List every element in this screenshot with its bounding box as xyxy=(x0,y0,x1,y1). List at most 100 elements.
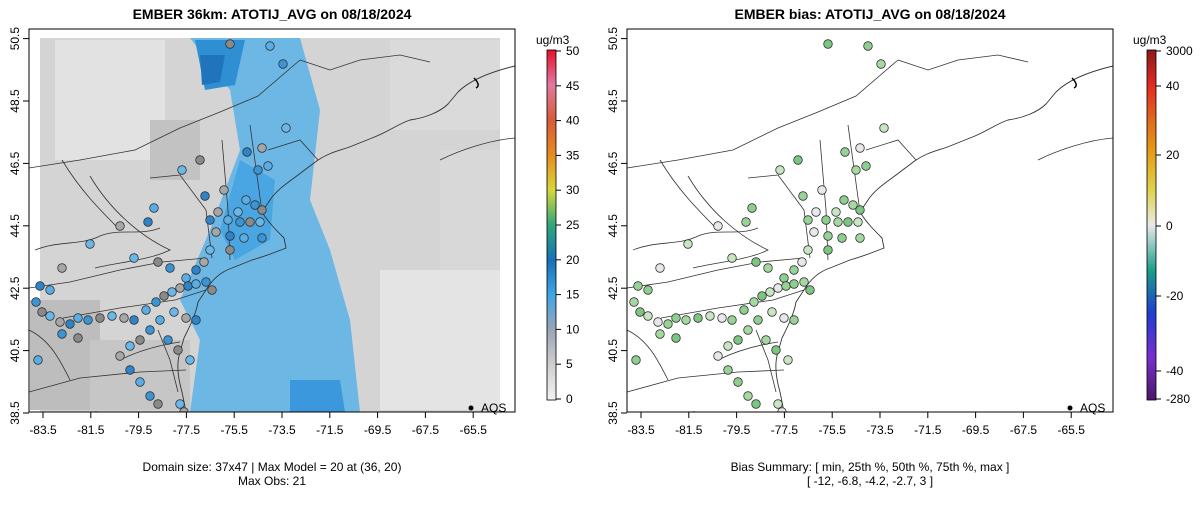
right-colorbar xyxy=(1146,49,1157,401)
site-marker xyxy=(781,281,791,291)
site-marker xyxy=(149,203,159,213)
y-tick-label: 42.5 xyxy=(8,276,22,300)
island xyxy=(473,77,479,89)
site-marker xyxy=(693,313,703,323)
site-marker xyxy=(45,311,55,321)
site-marker xyxy=(57,263,67,273)
site-marker xyxy=(783,355,793,365)
state-boundary xyxy=(1037,137,1113,161)
site-marker xyxy=(631,355,641,365)
site-marker xyxy=(749,297,759,307)
state-boundary xyxy=(157,329,179,393)
left-site-markers xyxy=(31,39,291,412)
colorbar-tick-label: -40 xyxy=(1166,364,1184,378)
left-x-axis: -83.5 -81.5 -79.5 -77.5 -75.5 -73.5 -71.5 -69.5… xyxy=(29,412,487,437)
x-tick-label: -83.5 xyxy=(29,423,57,437)
site-marker xyxy=(771,345,781,355)
site-marker xyxy=(175,399,185,409)
x-tick-label: -77.5 xyxy=(173,423,201,437)
site-marker xyxy=(751,257,761,267)
y-tick-label: 38.5 xyxy=(8,401,22,425)
state-boundary xyxy=(439,137,515,161)
site-marker xyxy=(129,253,139,263)
site-marker xyxy=(839,195,849,205)
site-marker xyxy=(809,227,819,237)
site-marker xyxy=(242,147,252,157)
site-marker xyxy=(177,165,187,175)
site-marker xyxy=(773,283,783,293)
state-boundary xyxy=(299,54,431,71)
site-marker xyxy=(115,351,125,361)
site-marker xyxy=(181,273,191,283)
site-marker xyxy=(751,399,761,409)
right-colorbar-ticks: 3000 40 20 0 -20 -40 -280 xyxy=(1156,44,1193,406)
site-marker xyxy=(681,315,691,325)
site-marker xyxy=(263,161,273,171)
site-marker xyxy=(727,315,737,325)
site-marker xyxy=(879,123,889,133)
colorbar-tick-label: 50 xyxy=(566,44,580,58)
x-tick-label: -81.5 xyxy=(675,423,703,437)
site-marker xyxy=(779,273,789,283)
site-marker xyxy=(93,411,99,412)
site-marker xyxy=(775,165,785,175)
site-marker xyxy=(823,231,833,241)
right-legend-marker xyxy=(1067,405,1073,411)
state-boundary xyxy=(659,159,719,231)
left-model-field xyxy=(29,29,515,412)
site-marker xyxy=(159,291,169,301)
site-marker xyxy=(767,307,777,317)
left-title: EMBER 36km: ATOTIJ_AVG on 08/18/2024 xyxy=(133,6,412,22)
site-marker xyxy=(191,279,201,289)
site-marker xyxy=(817,185,827,195)
y-tick-label: 38.5 xyxy=(606,401,620,425)
site-marker xyxy=(239,233,249,243)
site-marker xyxy=(135,335,145,345)
colorbar-tick-label: 5 xyxy=(566,357,573,371)
site-marker xyxy=(777,407,787,412)
site-marker xyxy=(837,233,847,243)
site-marker xyxy=(233,207,243,217)
x-tick-label: -69.5 xyxy=(962,423,990,437)
site-marker xyxy=(175,283,185,293)
left-caption-line2: Max Obs: 21 xyxy=(238,474,306,488)
site-marker xyxy=(181,313,191,323)
site-marker xyxy=(153,399,163,409)
site-marker xyxy=(211,227,221,237)
state-boundary xyxy=(755,329,777,393)
state-boundary xyxy=(717,341,779,361)
right-background xyxy=(627,29,1113,412)
site-marker xyxy=(253,165,263,175)
site-marker xyxy=(125,365,135,375)
site-marker xyxy=(761,335,771,345)
site-marker xyxy=(717,313,727,323)
y-tick-label: 48.5 xyxy=(606,89,620,113)
site-marker xyxy=(743,391,753,401)
site-marker xyxy=(281,123,291,133)
site-marker xyxy=(643,285,653,295)
site-marker xyxy=(205,245,215,255)
site-marker xyxy=(205,215,215,225)
site-marker xyxy=(797,257,807,267)
site-marker xyxy=(863,41,873,51)
colorbar-tick-label: 0 xyxy=(566,392,573,406)
site-marker xyxy=(55,317,65,327)
x-tick-label: -73.5 xyxy=(268,423,296,437)
site-marker xyxy=(219,185,229,195)
site-marker xyxy=(169,307,179,317)
site-marker xyxy=(191,265,201,275)
site-marker xyxy=(213,207,223,217)
y-tick-label: 46.5 xyxy=(606,151,620,175)
state-boundary xyxy=(29,257,207,289)
site-marker xyxy=(821,215,831,225)
site-marker xyxy=(200,191,210,201)
site-marker xyxy=(141,305,151,315)
left-legend-marker xyxy=(468,405,474,411)
site-marker xyxy=(83,315,93,325)
site-marker xyxy=(145,325,155,335)
state-boundary xyxy=(221,139,231,261)
state-boundary xyxy=(687,175,769,269)
site-marker xyxy=(115,221,125,231)
x-tick-label: -75.5 xyxy=(819,423,847,437)
x-tick-label: -73.5 xyxy=(866,423,894,437)
